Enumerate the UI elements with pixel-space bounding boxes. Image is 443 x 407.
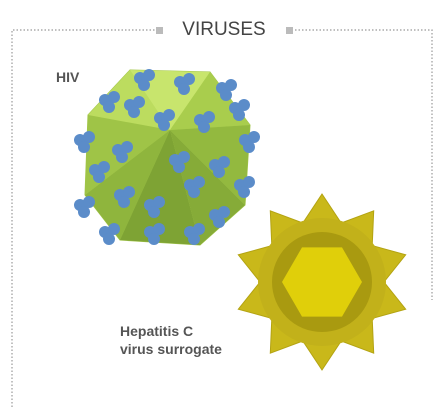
title-marker — [156, 27, 163, 34]
hiv-virus — [74, 69, 260, 245]
surface-protein — [74, 196, 95, 218]
surface-protein — [99, 223, 120, 245]
hepatitis-c-virus — [238, 194, 405, 370]
virus-label: virus surrogate — [120, 341, 222, 357]
virus-label: HIV — [56, 69, 80, 85]
title-marker — [286, 27, 293, 34]
page: VIRUSES HIV Hepatitis C virus surrogate … — [0, 0, 443, 407]
illustration: VIRUSES HIV Hepatitis C virus surrogate — [0, 0, 443, 407]
virus-label: Hepatitis C — [120, 323, 193, 339]
title: VIRUSES — [182, 19, 265, 40]
